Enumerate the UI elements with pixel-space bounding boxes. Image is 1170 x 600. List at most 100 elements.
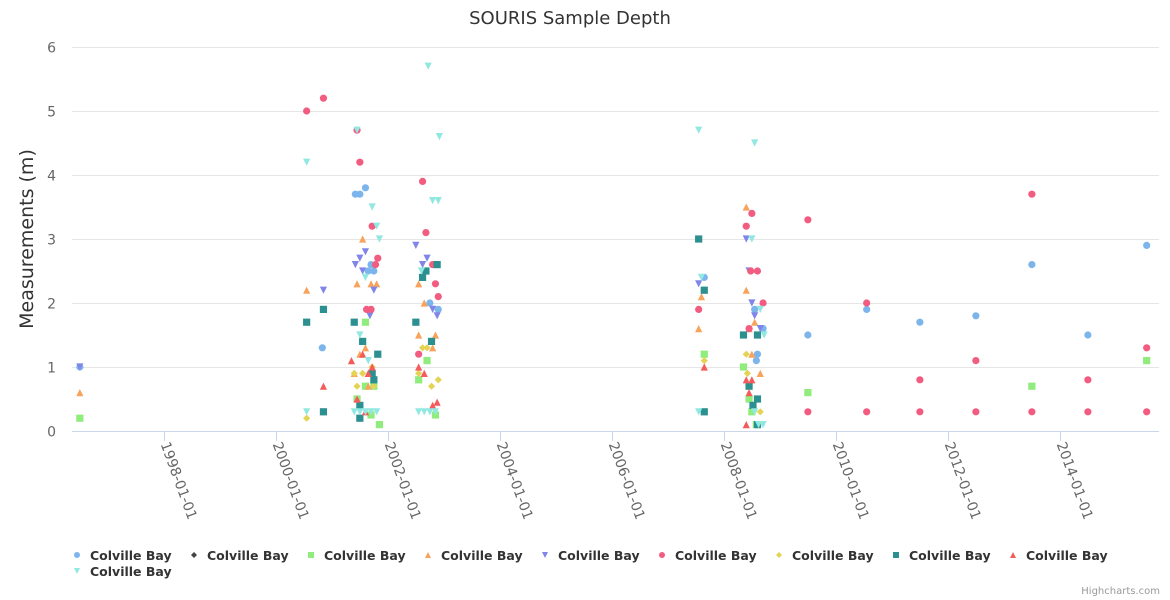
data-point[interactable] [751, 312, 759, 320]
data-point[interactable] [429, 305, 437, 313]
legend-item[interactable]: Colville Bay [542, 548, 640, 563]
data-point[interactable] [742, 286, 750, 294]
data-point[interactable] [367, 280, 375, 288]
data-point[interactable] [742, 203, 750, 211]
data-point[interactable] [747, 267, 755, 275]
legend-item[interactable]: Colville Bay [74, 548, 172, 563]
data-point[interactable] [373, 222, 381, 230]
data-point[interactable] [1143, 344, 1151, 352]
data-point[interactable] [76, 389, 84, 397]
data-point[interactable] [361, 382, 370, 390]
data-point[interactable] [303, 318, 311, 326]
legend-item[interactable]: Colville Bay [776, 548, 874, 563]
data-point[interactable] [424, 62, 432, 70]
data-point[interactable] [418, 261, 427, 269]
data-point[interactable] [433, 261, 441, 269]
data-point[interactable] [359, 267, 367, 275]
data-point[interactable] [756, 369, 764, 377]
data-point[interactable] [351, 261, 359, 269]
data-point[interactable] [431, 408, 440, 416]
data-point[interactable] [695, 126, 703, 134]
data-point[interactable] [434, 197, 442, 205]
data-point[interactable] [742, 350, 750, 358]
legend-label[interactable]: Colville Bay [207, 548, 289, 563]
data-point[interactable] [753, 331, 762, 339]
data-point[interactable] [700, 350, 708, 358]
data-point[interactable] [353, 382, 361, 390]
data-point[interactable] [863, 305, 871, 313]
data-point[interactable] [745, 389, 753, 397]
data-point[interactable] [418, 344, 427, 352]
data-point[interactable] [370, 376, 378, 384]
data-point[interactable] [1143, 241, 1151, 249]
data-point[interactable] [972, 357, 980, 365]
data-point[interactable] [426, 299, 434, 307]
legend-item[interactable]: Colville Bay [74, 564, 172, 579]
data-point[interactable] [751, 139, 759, 147]
legend-label[interactable]: Colville Bay [324, 548, 406, 563]
data-point[interactable] [748, 376, 756, 384]
data-point[interactable] [418, 177, 427, 185]
data-point[interactable] [422, 267, 430, 275]
data-point[interactable] [417, 267, 426, 275]
data-point[interactable] [319, 408, 328, 416]
data-point[interactable] [695, 305, 703, 313]
data-point[interactable] [697, 273, 706, 281]
data-point[interactable] [415, 331, 423, 339]
data-point[interactable] [700, 408, 708, 416]
data-point[interactable] [356, 254, 364, 262]
data-point[interactable] [1084, 408, 1092, 416]
data-point[interactable] [353, 126, 361, 134]
data-point[interactable] [972, 408, 980, 416]
data-point[interactable] [374, 350, 382, 358]
data-point[interactable] [804, 389, 812, 397]
data-point[interactable] [742, 421, 750, 429]
data-point[interactable] [319, 286, 328, 294]
data-point[interactable] [415, 376, 423, 384]
data-point[interactable] [743, 369, 751, 377]
data-point[interactable] [415, 408, 423, 416]
data-point[interactable] [739, 363, 748, 371]
data-point[interactable] [748, 299, 756, 307]
data-point[interactable] [752, 357, 760, 365]
data-point[interactable] [361, 408, 370, 416]
data-point[interactable] [753, 350, 762, 358]
data-point[interactable] [429, 197, 437, 205]
data-point[interactable] [700, 286, 708, 294]
data-point[interactable] [415, 369, 423, 377]
data-point[interactable] [359, 369, 367, 377]
data-point[interactable] [751, 318, 759, 326]
data-point[interactable] [374, 254, 382, 262]
data-point[interactable] [742, 222, 750, 230]
data-point[interactable] [415, 280, 423, 288]
legend-label[interactable]: Colville Bay [558, 548, 640, 563]
data-point[interactable] [361, 344, 370, 352]
legend-item[interactable]: Colville Bay [425, 548, 523, 563]
data-point[interactable] [415, 363, 423, 371]
data-point[interactable] [361, 248, 370, 256]
data-point[interactable] [350, 369, 358, 377]
data-point[interactable] [350, 408, 358, 416]
data-point[interactable] [748, 408, 756, 416]
data-point[interactable] [695, 408, 703, 416]
data-point[interactable] [1143, 357, 1151, 365]
data-point[interactable] [1028, 382, 1036, 390]
data-point[interactable] [753, 267, 762, 275]
data-point[interactable] [427, 337, 436, 345]
data-point[interactable] [751, 305, 759, 313]
data-point[interactable] [412, 318, 420, 326]
data-point[interactable] [745, 395, 753, 403]
data-point[interactable] [370, 267, 378, 275]
legend-label[interactable]: Colville Bay [90, 564, 172, 579]
legend-label[interactable]: Colville Bay [441, 548, 523, 563]
data-point[interactable] [863, 299, 871, 307]
data-point[interactable] [756, 325, 764, 333]
data-point[interactable] [418, 273, 427, 281]
data-point[interactable] [364, 357, 372, 365]
data-point[interactable] [759, 421, 767, 429]
legend-label[interactable]: Colville Bay [909, 548, 991, 563]
data-point[interactable] [1084, 331, 1092, 339]
data-point[interactable] [370, 382, 378, 390]
data-point[interactable] [695, 280, 703, 288]
legend-label[interactable]: Colville Bay [90, 548, 172, 563]
